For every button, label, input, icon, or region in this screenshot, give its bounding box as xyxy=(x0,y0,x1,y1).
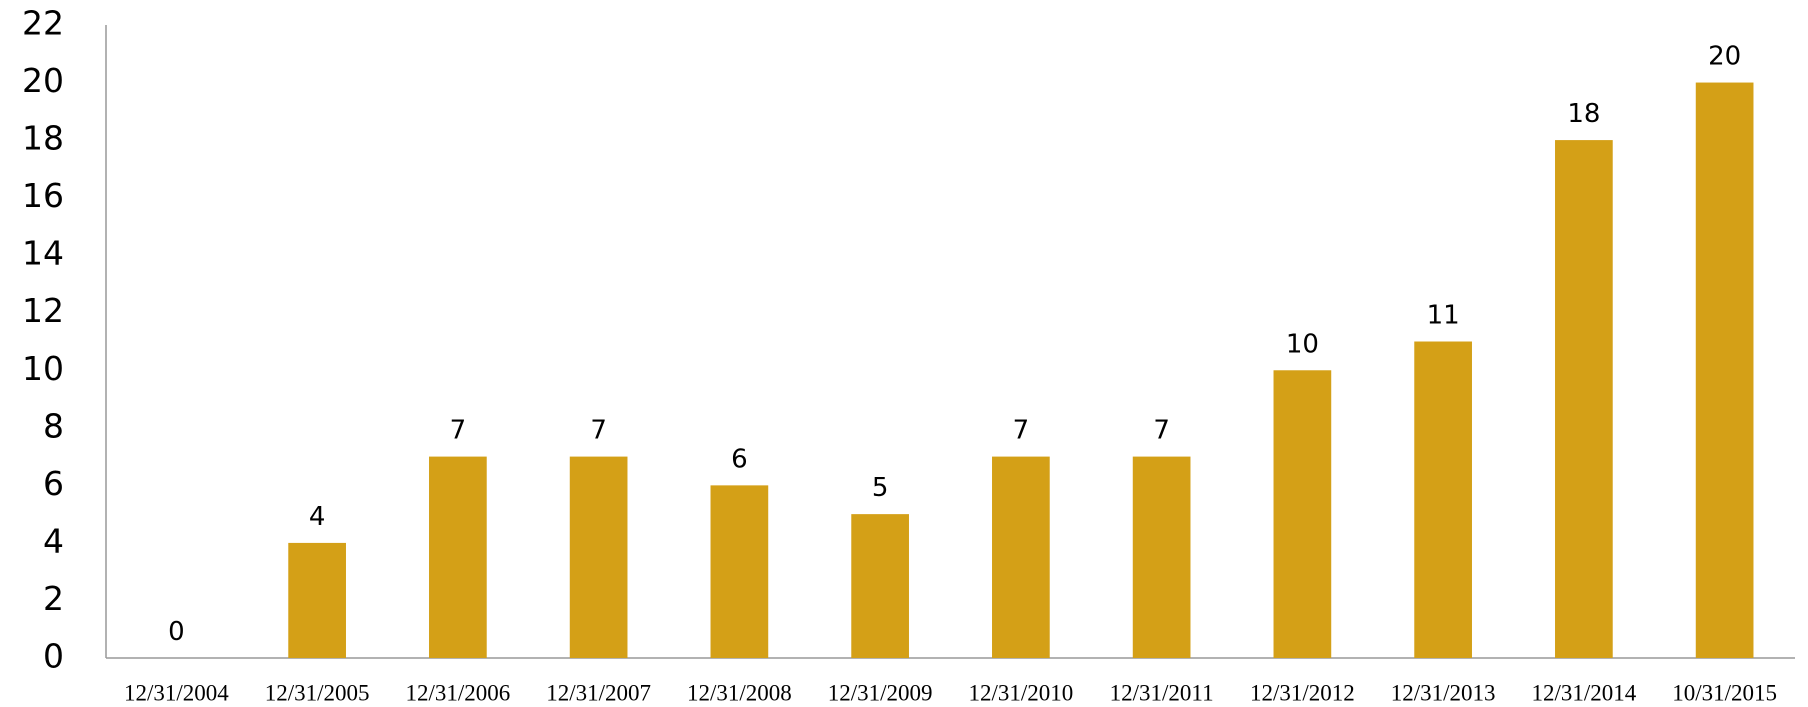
y-tick-label: 12 xyxy=(22,291,64,330)
y-tick-label: 18 xyxy=(22,119,64,158)
bar xyxy=(288,542,346,658)
x-tick-label: 12/31/2012 xyxy=(1250,680,1355,705)
y-tick-label: 22 xyxy=(22,4,64,43)
x-tick-label: 12/31/2009 xyxy=(828,680,933,705)
x-tick-label: 12/31/2011 xyxy=(1110,680,1214,705)
x-tick-label: 12/31/2005 xyxy=(265,680,370,705)
value-label: 6 xyxy=(731,444,748,474)
y-tick-label: 2 xyxy=(43,579,64,618)
x-tick-label: 12/31/2010 xyxy=(968,680,1073,705)
y-tick-label: 20 xyxy=(22,61,64,100)
value-label: 7 xyxy=(450,416,467,446)
bar xyxy=(1132,456,1191,658)
bar xyxy=(851,514,909,658)
bar xyxy=(710,485,769,658)
bar xyxy=(1555,140,1613,658)
value-label: 7 xyxy=(590,416,607,446)
x-tick-label: 12/31/2013 xyxy=(1391,680,1496,705)
value-label: 4 xyxy=(309,502,326,532)
value-label: 11 xyxy=(1427,301,1460,331)
y-tick-label: 14 xyxy=(22,234,64,273)
value-label: 18 xyxy=(1567,99,1600,129)
value-label: 7 xyxy=(1013,416,1030,446)
x-tick-label: 12/31/2008 xyxy=(687,680,792,705)
y-tick-label: 0 xyxy=(43,637,64,676)
bar xyxy=(992,456,1050,658)
y-tick-label: 8 xyxy=(43,406,64,445)
y-tick-label: 6 xyxy=(43,464,64,503)
value-label: 0 xyxy=(168,617,185,647)
y-tick-label: 4 xyxy=(43,521,64,560)
x-tick-label: 12/31/2006 xyxy=(405,680,510,705)
bar xyxy=(1273,370,1332,658)
bar xyxy=(429,456,487,658)
y-tick-label: 16 xyxy=(22,176,64,215)
x-tick-label: 12/31/2014 xyxy=(1531,680,1636,705)
x-tick-label: 12/31/2004 xyxy=(124,680,229,705)
value-label: 5 xyxy=(872,473,889,503)
y-tick-label: 10 xyxy=(22,349,64,388)
x-tick-label: 12/31/2007 xyxy=(546,680,651,705)
x-tick-label: 10/31/2015 xyxy=(1672,680,1777,705)
bar xyxy=(569,456,628,658)
value-label: 7 xyxy=(1153,416,1170,446)
value-label: 10 xyxy=(1286,329,1319,359)
bar xyxy=(1414,341,1472,658)
bar xyxy=(1695,82,1754,658)
value-label: 20 xyxy=(1708,42,1741,72)
